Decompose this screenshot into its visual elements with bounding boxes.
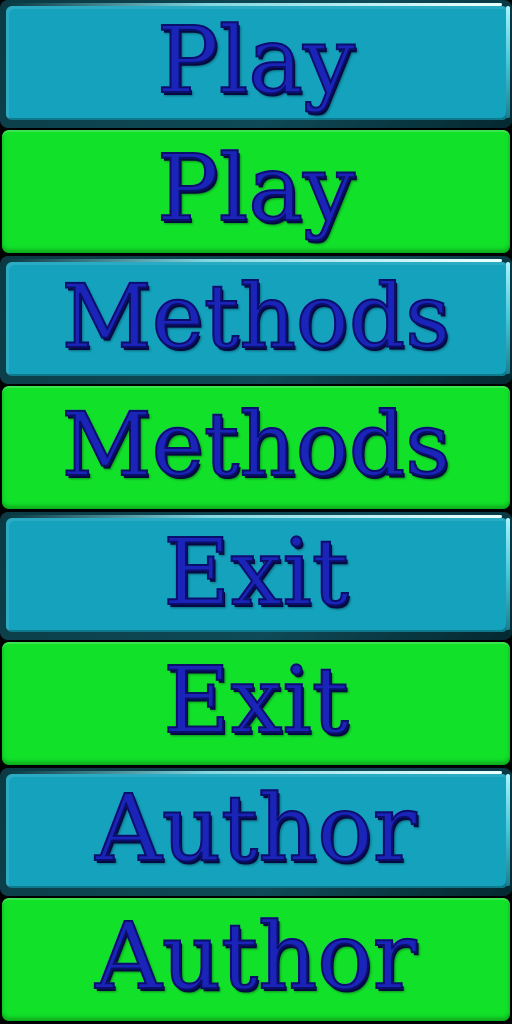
play-button-label: Play	[156, 7, 356, 114]
button-face	[6, 774, 508, 888]
button-face	[2, 898, 510, 1021]
author-button-hover-label: Author	[94, 903, 417, 1010]
methods-button-hover[interactable]: Methods	[0, 384, 512, 512]
button-face	[6, 262, 508, 376]
bevel-highlight	[506, 774, 510, 886]
author-button-label: Author	[94, 775, 417, 882]
bevel-highlight	[506, 262, 510, 374]
play-button-hover-label: Play	[156, 135, 356, 242]
bevel-highlight	[10, 259, 502, 262]
exit-button-hover[interactable]: Exit	[0, 640, 512, 768]
exit-button-label: Exit	[162, 519, 349, 626]
methods-button-hover-label: Methods	[61, 393, 452, 496]
button-face	[2, 642, 510, 765]
button-face	[2, 130, 510, 253]
bevel-highlight	[506, 6, 510, 118]
button-face	[6, 518, 508, 632]
exit-button-hover-label: Exit	[162, 647, 349, 754]
author-button[interactable]: Author	[0, 768, 512, 896]
exit-button[interactable]: Exit	[0, 512, 512, 640]
bevel-highlight	[506, 518, 510, 630]
methods-button[interactable]: Methods	[0, 256, 512, 384]
methods-button-label: Methods	[61, 265, 452, 368]
button-face	[6, 6, 508, 120]
author-button-hover[interactable]: Author	[0, 896, 512, 1024]
bevel-highlight	[10, 771, 502, 774]
play-button[interactable]: Play	[0, 0, 512, 128]
play-button-hover[interactable]: Play	[0, 128, 512, 256]
bevel-highlight	[10, 515, 502, 518]
button-face	[2, 386, 510, 509]
bevel-highlight	[10, 3, 502, 6]
